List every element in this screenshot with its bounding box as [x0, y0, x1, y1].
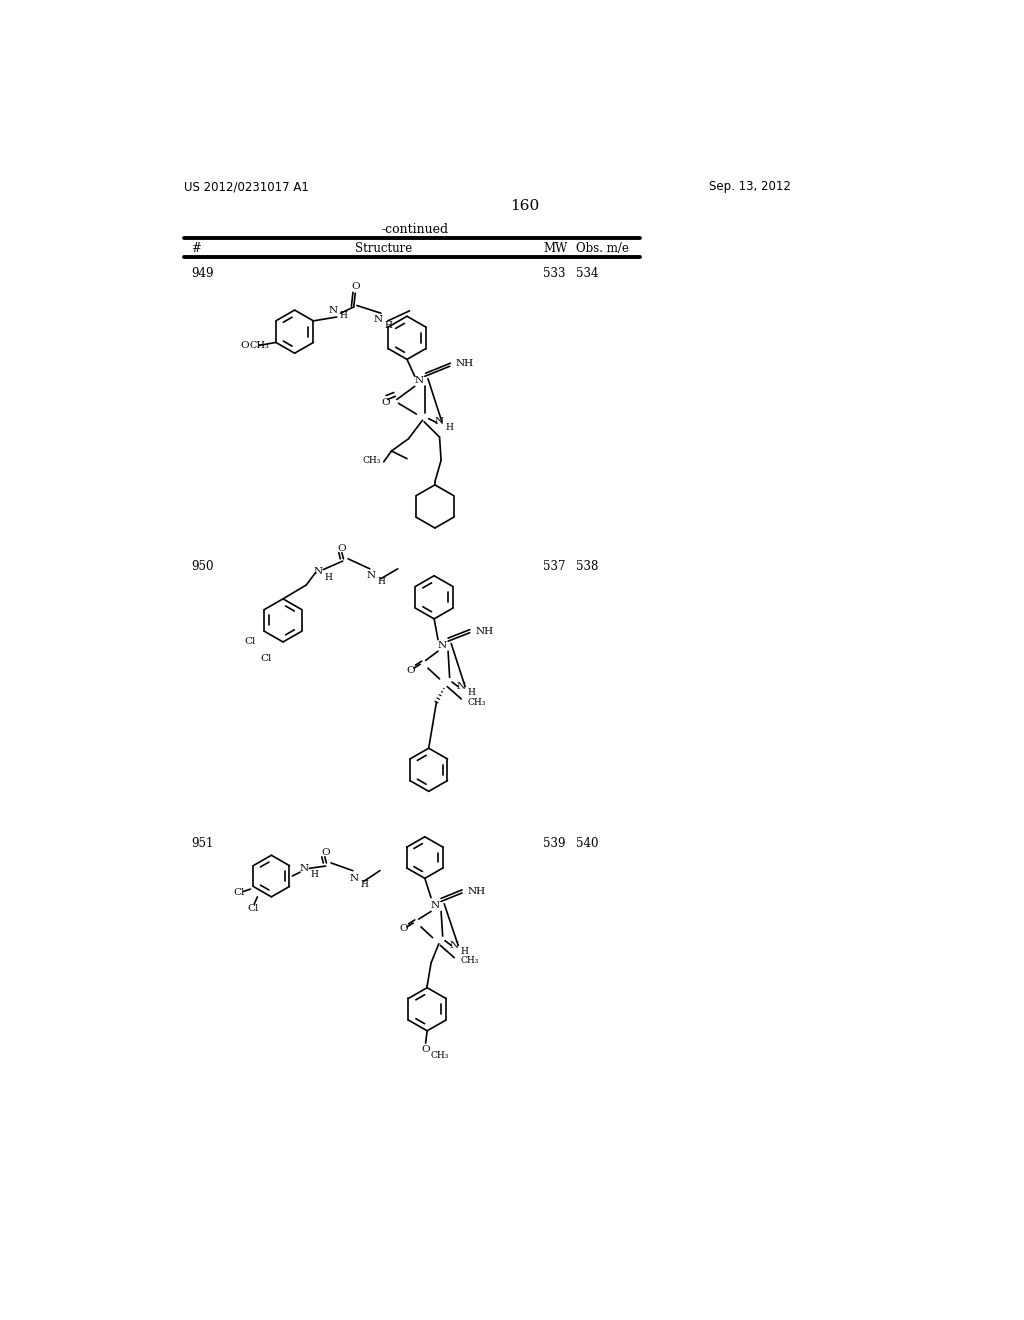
Text: 538: 538 [575, 560, 598, 573]
Text: N: N [430, 900, 439, 909]
Text: Cl: Cl [233, 888, 245, 898]
Text: H: H [360, 880, 369, 888]
Text: O: O [421, 1045, 430, 1053]
Text: Obs. m/e: Obs. m/e [575, 242, 629, 255]
Text: O: O [351, 282, 359, 292]
Text: NH: NH [476, 627, 495, 636]
Text: O: O [241, 341, 250, 350]
Text: O: O [322, 847, 330, 857]
Text: #: # [191, 242, 202, 255]
Text: N: N [457, 682, 466, 692]
Text: 537: 537 [544, 560, 566, 573]
Text: 951: 951 [191, 837, 214, 850]
Text: H: H [461, 946, 468, 956]
Text: NH: NH [467, 887, 485, 896]
Text: N: N [299, 863, 308, 873]
Text: Cl: Cl [260, 655, 271, 664]
Text: CH₃: CH₃ [250, 341, 269, 350]
Text: N: N [313, 566, 323, 576]
Text: N: N [435, 417, 444, 426]
Text: MW: MW [544, 242, 567, 255]
Text: 533: 533 [544, 268, 566, 280]
Text: Structure: Structure [355, 242, 413, 255]
Text: 534: 534 [575, 268, 598, 280]
Text: O: O [338, 544, 346, 553]
Text: Cl: Cl [247, 904, 258, 913]
Text: H: H [445, 424, 454, 433]
Text: 539: 539 [544, 837, 566, 850]
Text: H: H [385, 321, 392, 330]
Text: 540: 540 [575, 837, 598, 850]
Text: H: H [467, 688, 475, 697]
Text: NH: NH [456, 359, 474, 368]
Text: US 2012/0231017 A1: US 2012/0231017 A1 [183, 181, 308, 194]
Text: N: N [350, 874, 358, 883]
Text: CH₃: CH₃ [362, 455, 381, 465]
Text: H: H [378, 577, 385, 586]
Text: N: N [374, 315, 383, 323]
Text: N: N [450, 941, 459, 950]
Text: N: N [437, 640, 446, 649]
Text: N: N [414, 376, 423, 384]
Text: N: N [329, 306, 337, 314]
Text: 160: 160 [510, 199, 540, 213]
Text: N: N [367, 572, 376, 581]
Text: CH₃: CH₃ [461, 956, 479, 965]
Text: Cl: Cl [245, 638, 256, 647]
Text: CH₃: CH₃ [467, 697, 485, 706]
Text: O: O [407, 667, 415, 675]
Text: H: H [310, 870, 318, 879]
Text: O: O [399, 924, 409, 933]
Text: CH₃: CH₃ [430, 1051, 449, 1060]
Text: H: H [324, 573, 332, 582]
Text: H: H [339, 312, 347, 319]
Text: Sep. 13, 2012: Sep. 13, 2012 [710, 181, 792, 194]
Text: 950: 950 [191, 560, 214, 573]
Text: 949: 949 [191, 268, 214, 280]
Text: -continued: -continued [381, 223, 449, 236]
Text: O: O [382, 399, 390, 407]
